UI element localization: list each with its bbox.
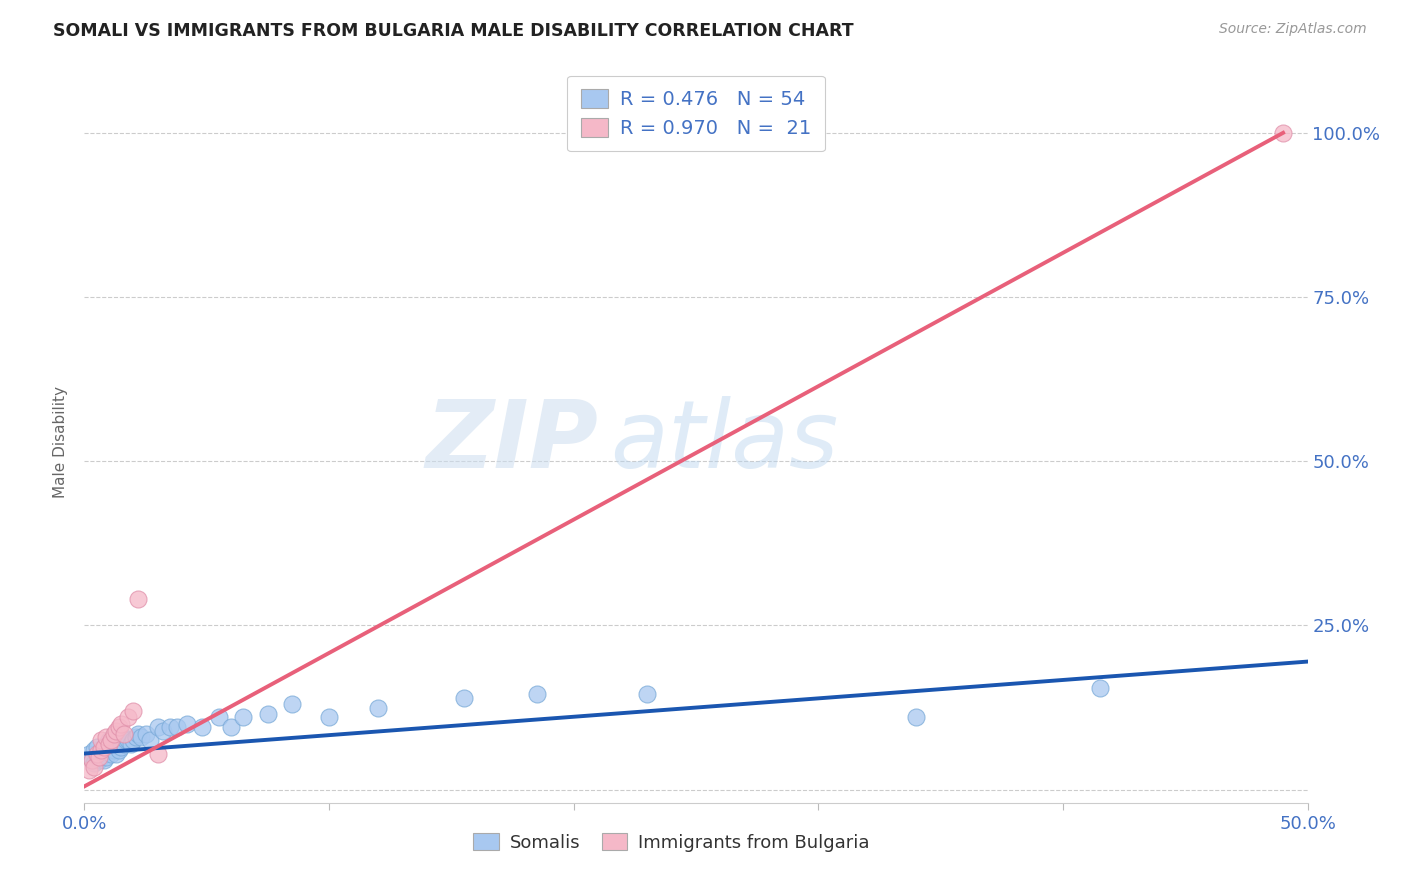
Point [90,743,112,757]
Point [93,753,115,767]
Point [96,737,118,751]
Point [107,720,129,734]
Text: SOMALI VS IMMIGRANTS FROM BULGARIA MALE DISABILITY CORRELATION CHART: SOMALI VS IMMIGRANTS FROM BULGARIA MALE … [53,22,853,40]
Point [125,730,148,744]
Point [83,760,105,774]
Point [77,763,100,777]
Point [127,592,149,607]
Point [105,733,128,747]
Point [90,749,112,764]
Point [97,737,120,751]
Point [110,717,132,731]
Point [103,727,125,741]
Point [257,707,280,722]
Legend: Somalis, Immigrants from Bulgaria: Somalis, Immigrants from Bulgaria [467,826,877,859]
Point [96,749,118,764]
Point [905,710,928,724]
Point [112,727,135,741]
Point [100,739,122,754]
Point [83,743,105,757]
Point [115,733,138,747]
Point [232,710,254,724]
Point [526,687,548,701]
Point [1088,681,1111,695]
Point [86,749,108,764]
Point [97,733,120,747]
Point [127,727,149,741]
Point [87,749,110,764]
Point [112,737,135,751]
Point [87,747,110,761]
Point [93,739,115,754]
Point [636,687,658,701]
Point [122,733,145,747]
Point [87,753,110,767]
Point [83,756,105,771]
Point [281,698,304,712]
Text: atlas: atlas [610,396,838,487]
Point [159,720,181,734]
Point [120,737,142,751]
Text: ZIP: ZIP [425,395,598,488]
Y-axis label: Male Disability: Male Disability [53,385,69,498]
Point [208,710,231,724]
Point [152,723,174,738]
Point [110,727,132,741]
Point [191,720,214,734]
Point [139,733,162,747]
Point [96,730,118,744]
Point [100,747,122,761]
Point [80,753,103,767]
Point [219,720,242,734]
Point [110,739,132,754]
Point [86,739,108,754]
Point [80,753,103,767]
Point [86,747,108,761]
Point [105,723,128,738]
Point [146,720,169,734]
Point [135,727,157,741]
Point [93,739,115,754]
Point [117,733,139,747]
Point [318,710,340,724]
Point [117,710,139,724]
Text: Source: ZipAtlas.com: Source: ZipAtlas.com [1219,22,1367,37]
Point [90,733,112,747]
Point [367,700,389,714]
Point [107,743,129,757]
Point [77,747,100,761]
Point [453,690,475,705]
Point [1272,126,1295,140]
Point [129,730,152,744]
Point [107,730,129,744]
Point [176,717,198,731]
Point [97,743,120,757]
Point [146,747,169,761]
Point [90,743,112,757]
Point [122,704,145,718]
Point [103,743,125,757]
Point [103,737,125,751]
Point [105,747,128,761]
Point [166,720,188,734]
Point [100,733,122,747]
